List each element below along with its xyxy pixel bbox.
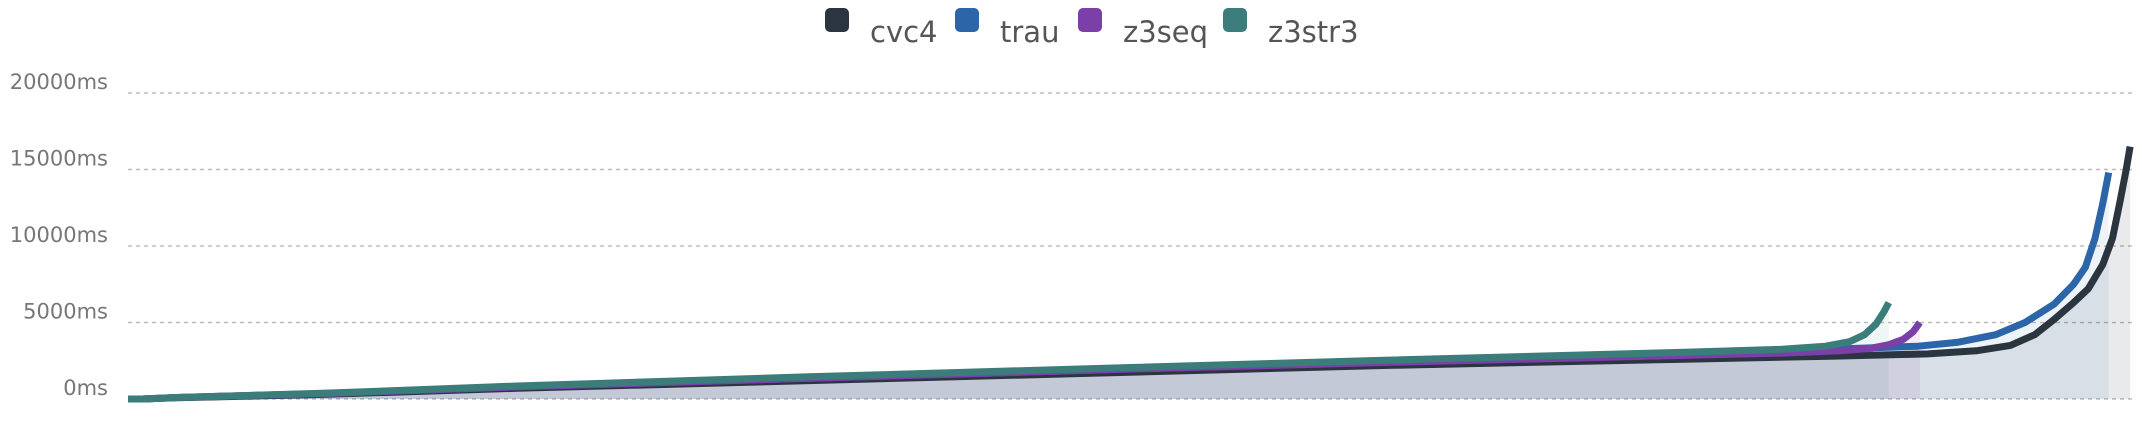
y-tick-label: 5000ms [23, 300, 108, 324]
y-tick-label: 0ms [63, 376, 108, 400]
series-area-trau [128, 172, 2109, 399]
chart-legend: cvc4 trau z3seq z3str3 [825, 8, 1359, 49]
legend-swatch[interactable] [1223, 8, 1247, 32]
series-area-z3seq [128, 322, 1920, 399]
legend-swatch[interactable] [825, 8, 849, 32]
legend-swatch[interactable] [955, 8, 979, 32]
legend-swatch[interactable] [1078, 8, 1102, 32]
y-axis-tick-labels: 0ms 5000ms 10000ms 15000ms 20000ms [10, 70, 108, 400]
series-line-z3str3[interactable] [128, 300, 1892, 403]
legend-label[interactable]: cvc4 [870, 15, 938, 49]
series-area-cvc4 [128, 146, 2131, 399]
series-lines [128, 146, 2134, 403]
y-tick-label: 10000ms [10, 223, 108, 247]
y-tick-label: 15000ms [10, 147, 108, 171]
y-tick-label: 20000ms [10, 70, 108, 94]
series-area-z3str3 [128, 302, 1889, 399]
y-gridlines [128, 92, 2132, 400]
legend-label[interactable]: z3str3 [1268, 15, 1359, 49]
legend-label[interactable]: trau [1000, 15, 1059, 49]
series-areas [128, 146, 2131, 399]
legend-label[interactable]: z3seq [1123, 15, 1208, 49]
